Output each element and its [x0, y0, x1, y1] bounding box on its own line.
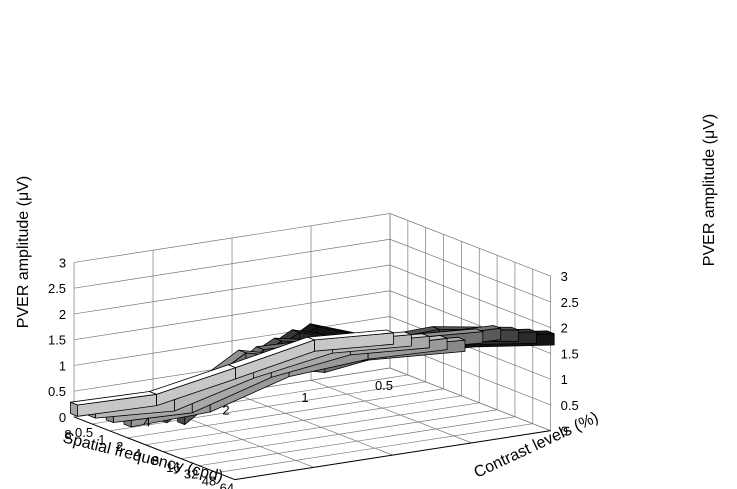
z-tick-label-right: 3 [561, 269, 568, 284]
ribbon-end-cap [70, 401, 78, 417]
z-tick-label-left: 1.5 [48, 333, 66, 348]
y-axis-label: Contrast levels (%) [472, 409, 602, 482]
z-tick-label-right: 1 [561, 372, 568, 387]
x-tick-label: 4 [143, 415, 150, 430]
y-tick-label: 0.5 [75, 425, 93, 440]
y-tick-label: 8 [152, 453, 159, 468]
y-tick-label: 48 [202, 474, 216, 489]
left-wall-grid-horizontal [73, 264, 391, 315]
y-tick-label: 4 [134, 446, 141, 461]
z-tick-label-right: 0.5 [561, 398, 579, 413]
x-tick-label: 2 [222, 402, 229, 417]
y-tick-label: 16 [166, 460, 180, 475]
chart-ribbons [70, 323, 555, 428]
z-axis-label-left: PVER amplitude (μV) [15, 176, 32, 328]
ribbon-contrast-0.5 [70, 329, 395, 417]
chart-labels: 0.512480.512481632486496000.50.5111.51.5… [48, 255, 579, 489]
back-wall-grid-horizontal [389, 316, 551, 380]
floor-grid-line [198, 416, 516, 467]
z-tick-label-left: 2 [59, 307, 66, 322]
left-wall-grid-horizontal [73, 290, 391, 341]
z-tick-label-right: 0 [561, 424, 568, 439]
x-axis-label: Spatial frequency (cpd) [61, 429, 225, 485]
left-wall-grid-horizontal [73, 238, 391, 289]
z-tick-label-left: 2.5 [48, 281, 66, 296]
y-tick-label: 2 [116, 439, 123, 454]
y-tick-label: 96 [237, 488, 251, 489]
z-tick-label-right: 2 [561, 321, 568, 336]
back-wall-grid-horizontal [389, 213, 551, 277]
z-tick-label-right: 2.5 [561, 295, 579, 310]
z-tick-label-left: 0 [59, 410, 66, 425]
z-tick-label-left: 3 [59, 255, 66, 270]
x-front-edge [73, 416, 235, 481]
z-tick-label-left: 1 [59, 358, 66, 373]
x-tick-label: 0.5 [375, 378, 393, 393]
floor-grid-line [127, 388, 444, 439]
floor-grid-line [181, 409, 498, 460]
x-tick-label: 1 [301, 390, 308, 405]
floor-grid-line [231, 392, 393, 456]
z-tick-label-right: 1.5 [561, 346, 579, 361]
back-wall-grid-horizontal [389, 238, 551, 303]
floor-grid-line [163, 402, 480, 453]
z-axis-label-right: PVER amplitude (μV) [701, 114, 718, 266]
y-front-edge [234, 430, 551, 481]
z-tick-label-left: 0.5 [48, 384, 66, 399]
ribbon-segment-top [306, 329, 395, 341]
floor-grid-line [389, 367, 551, 431]
y-tick-label: 64 [220, 481, 234, 489]
x-tick-label: 8 [64, 427, 71, 442]
floor-grid-line [109, 381, 426, 432]
floor-grid-line [145, 395, 462, 446]
floor-grid-line [216, 423, 533, 473]
y-tick-label: 1 [98, 432, 105, 447]
left-wall-grid-horizontal [73, 316, 391, 366]
left-wall-grid-horizontal [73, 213, 391, 263]
back-wall-grid-horizontal [389, 264, 551, 328]
floor-grid-line [310, 379, 472, 444]
y-tick-label: 32 [184, 467, 198, 482]
